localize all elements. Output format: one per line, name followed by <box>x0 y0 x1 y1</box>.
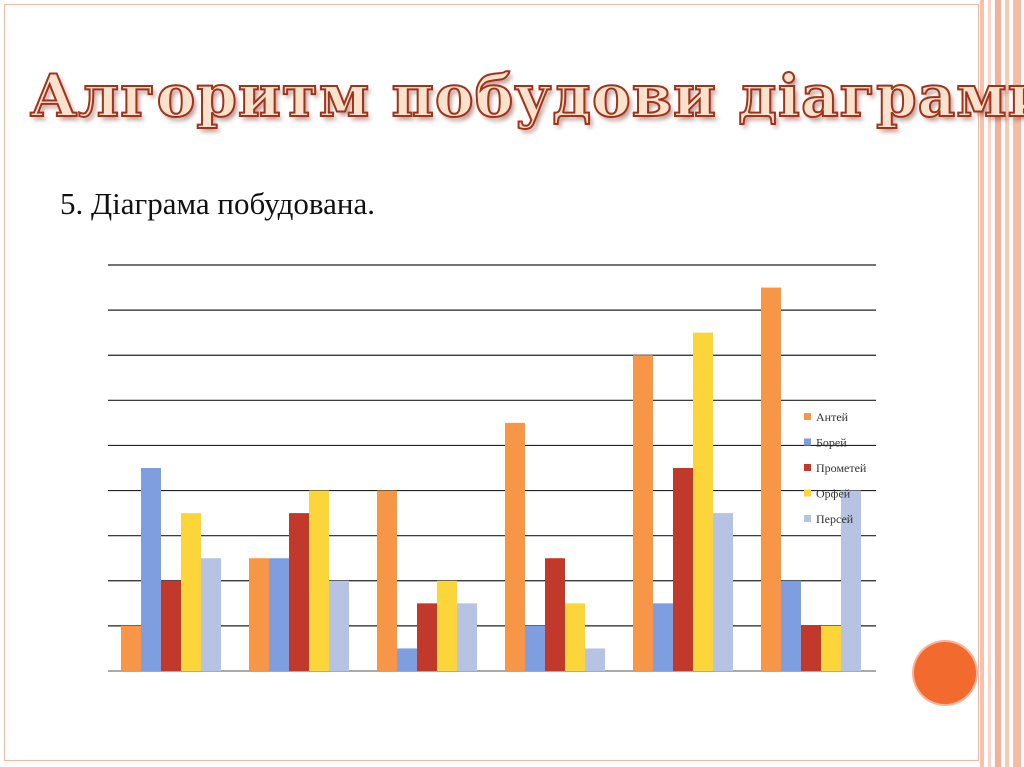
legend-label: Прометей <box>816 461 867 475</box>
legend-label: Борей <box>816 436 847 450</box>
bar <box>437 580 457 671</box>
bar <box>821 625 841 671</box>
bar <box>585 648 605 671</box>
bar <box>761 287 781 671</box>
bar <box>545 558 565 671</box>
bar <box>309 490 329 671</box>
bar <box>693 332 713 671</box>
slide-border <box>4 4 979 761</box>
bar <box>417 603 437 671</box>
legend-swatch <box>804 438 811 446</box>
chart-legend: Антей Борей Прометей Орфей Персей <box>804 410 867 526</box>
bar <box>121 625 141 671</box>
legend-label: Орфей <box>816 487 851 501</box>
bar <box>565 603 585 671</box>
bar <box>505 422 525 671</box>
bar <box>673 468 693 671</box>
legend-swatch <box>804 515 811 522</box>
legend-swatch <box>804 464 811 471</box>
bar <box>329 580 349 671</box>
bar <box>457 603 477 671</box>
bar <box>781 580 801 671</box>
bar <box>201 558 221 671</box>
legend-swatch <box>804 413 811 420</box>
bar <box>161 580 181 671</box>
legend-swatch <box>804 489 811 497</box>
chart-bars <box>121 287 861 671</box>
step-text: 5. Діаграма побудована. <box>60 186 375 221</box>
bar <box>377 490 397 671</box>
slide-title: Алгоритм побудови діаграми <box>29 61 1024 131</box>
bar <box>269 558 289 671</box>
decorative-orange-circle <box>914 642 976 704</box>
bar <box>141 468 161 671</box>
bar <box>397 648 417 671</box>
bar <box>289 513 309 671</box>
bar <box>249 558 269 671</box>
chart-gridlines <box>108 264 876 672</box>
bar <box>713 513 733 671</box>
bar <box>633 355 653 671</box>
legend-label: Персей <box>816 512 854 526</box>
bar <box>525 625 545 671</box>
decorative-stripes <box>980 0 1024 767</box>
bar <box>653 603 673 671</box>
bar <box>181 513 201 671</box>
bar <box>801 625 821 671</box>
bar <box>841 490 861 671</box>
legend-label: Антей <box>816 410 849 424</box>
